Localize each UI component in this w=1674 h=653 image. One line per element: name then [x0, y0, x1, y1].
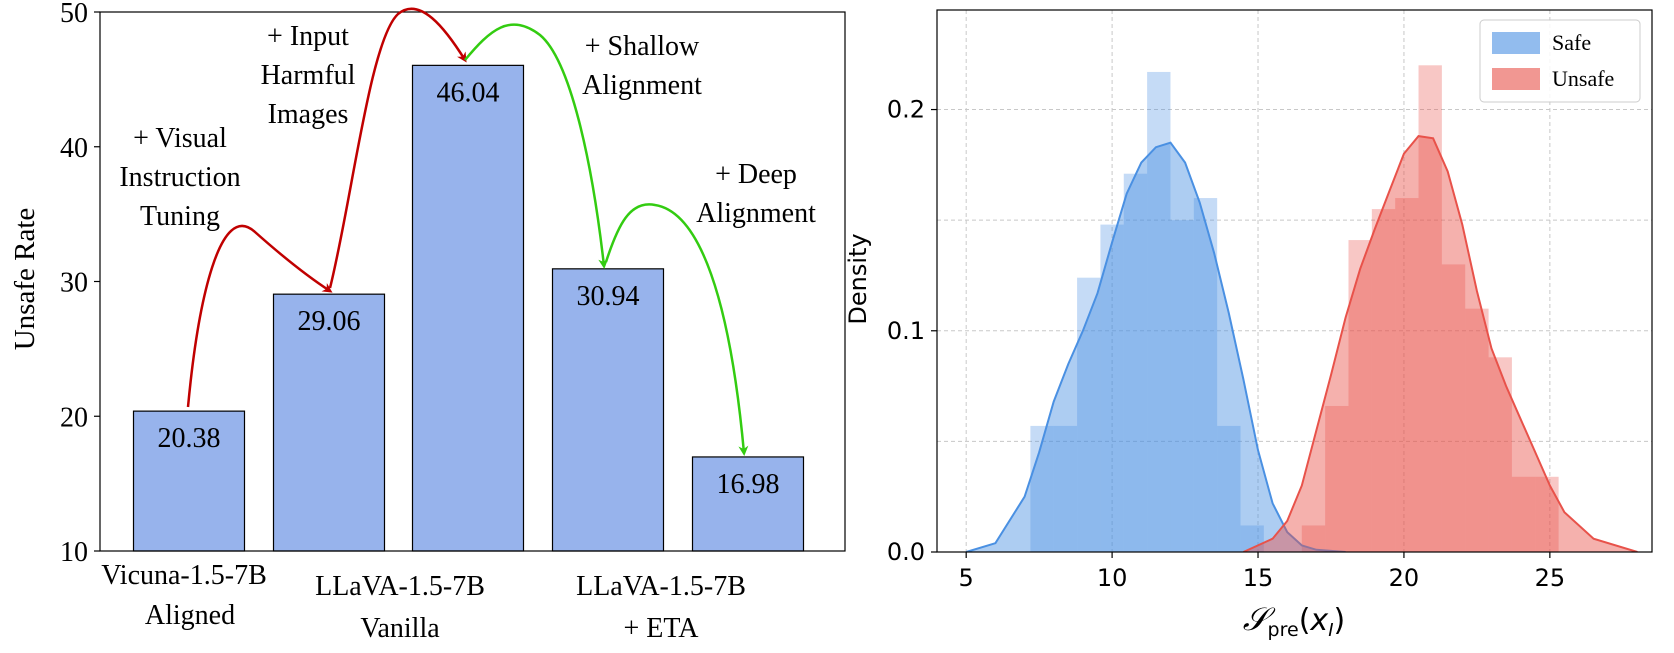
annotation-line: Alignment — [582, 70, 702, 101]
annotation-line: + Shallow — [585, 31, 700, 62]
density-histogram-chart: 5 10 15 20 25 0.0 0.1 0.2 Density 𝒮pre(xI) Safe… — [844, 9, 1653, 641]
safe-hist-bar-7 — [1193, 198, 1218, 552]
bar-value-label-1: 29.06 — [298, 306, 361, 337]
red-arrow-visual-instruction-tuning — [186, 224, 333, 408]
annotation-input-harmful-images: + Input Harmful Images — [261, 21, 356, 130]
y-tick-label-2: 30 — [60, 268, 88, 299]
safe-hist-bar-5 — [1147, 71, 1171, 552]
x-tick-label-0: 5 — [959, 564, 974, 592]
y-axis-label: Density — [844, 233, 872, 324]
safe-histogram-bars — [1030, 71, 1264, 552]
y-tick-labels: 10 20 30 40 50 — [60, 0, 100, 568]
annotation-visual-instruction-tuning: + Visual Instruction Tuning — [119, 123, 240, 232]
annotation-line: Alignment — [696, 198, 816, 229]
green-arrow-shallow-alignment — [464, 23, 609, 269]
bar-value-label-3: 30.94 — [577, 281, 640, 312]
safe-hist-bar-0 — [1030, 425, 1054, 552]
annotation-line: + Input — [267, 21, 349, 52]
y-tick-label-2: 0.2 — [887, 96, 925, 124]
unsafe-hist-bar-0 — [1301, 525, 1326, 552]
x-label-llava-eta-line2: + ETA — [624, 613, 700, 644]
y-axis-label: Unsafe Rate — [9, 208, 41, 351]
unsafe-hist-bar-2 — [1348, 240, 1372, 552]
annotation-line: Harmful — [261, 60, 356, 91]
safe-hist-bar-3 — [1100, 224, 1124, 552]
unsafe-hist-bar-9 — [1511, 476, 1536, 552]
red-arrow-input-harmful-images — [328, 7, 467, 289]
bar-4 — [691, 456, 805, 552]
unsafe-histogram-bars — [1301, 65, 1559, 552]
bar-group — [132, 64, 805, 552]
bar-value-label-2: 46.04 — [437, 77, 500, 108]
bar-value-labels: 20.38 29.06 46.04 30.94 16.98 — [158, 77, 780, 500]
x-tick-label-4: 25 — [1535, 564, 1566, 592]
safe-hist-bar-8 — [1217, 425, 1241, 552]
unsafe-hist-bar-4 — [1395, 198, 1419, 552]
kde-curves — [965, 135, 1638, 552]
x-axis-label: 𝒮pre(xI) — [1243, 601, 1345, 641]
bar-value-label-4: 16.98 — [717, 469, 780, 500]
unsafe-hist-bar-1 — [1325, 405, 1349, 552]
unsafe-kde-fill — [1243, 136, 1638, 552]
legend-safe-label: Safe — [1552, 30, 1591, 55]
unsafe-hist-bar-5 — [1418, 65, 1442, 552]
unsafe-kde-line — [1242, 135, 1638, 552]
y-tick-label-1: 0.1 — [887, 317, 925, 345]
bar-value-label-0: 20.38 — [158, 423, 221, 454]
annotation-deep-alignment: + Deep Alignment — [696, 159, 816, 229]
y-tick-label-0: 10 — [60, 537, 88, 568]
unsafe-hist-bar-7 — [1465, 308, 1489, 552]
annotation-line: Images — [268, 99, 349, 130]
y-tick-label-1: 20 — [60, 402, 88, 433]
safe-hist-bar-2 — [1077, 277, 1101, 552]
safe-kde-fill — [966, 142, 1346, 552]
safe-hist-bar-6 — [1170, 220, 1194, 552]
unsafe-hist-bar-3 — [1371, 209, 1396, 552]
unsafe-hist-bar-8 — [1488, 357, 1512, 552]
y-tick-label-4: 50 — [60, 0, 88, 29]
unsafe-hist-bar-10 — [1535, 476, 1559, 552]
green-arrow-deep-alignment — [604, 203, 749, 456]
legend-unsafe-label: Unsafe — [1552, 66, 1614, 91]
annotation-line: Tuning — [140, 201, 220, 232]
safe-hist-bar-4 — [1123, 173, 1148, 552]
annotation-shallow-alignment: + Shallow Alignment — [582, 31, 702, 101]
legend: Safe Unsafe — [1479, 19, 1641, 103]
x-label-vicuna-line1: Vicuna-1.5-7B — [101, 560, 267, 591]
y-tick-label-3: 40 — [60, 133, 88, 164]
x-label-llava-eta-line1: LLaVA-1.5-7B — [576, 571, 746, 602]
safe-kde-line — [965, 141, 1346, 552]
x-label-vicuna-line2: Aligned — [145, 600, 235, 631]
plot-frame — [99, 11, 846, 552]
annotation-line: + Visual — [133, 123, 227, 154]
plot-frame — [936, 9, 1653, 553]
legend-unsafe-swatch — [1492, 68, 1540, 90]
bar-1 — [272, 293, 386, 552]
y-tick-label-0: 0.0 — [887, 538, 925, 566]
legend-safe-swatch — [1492, 32, 1540, 54]
safe-hist-bar-1 — [1053, 425, 1078, 552]
x-tick-label-2: 15 — [1243, 564, 1274, 592]
x-label-llava-vanilla-line2: Vanilla — [360, 613, 440, 644]
x-tick-label-1: 10 — [1097, 564, 1128, 592]
bar-2 — [411, 64, 525, 552]
axis-ticks: 5 10 15 20 25 0.0 0.1 0.2 — [887, 96, 1565, 592]
bar-0 — [132, 410, 246, 552]
annotation-line: Instruction — [119, 162, 240, 193]
unsafe-rate-bar-chart: 10 20 30 40 50 20.38 29.06 46.04 30.94 16.98 Uns… — [9, 0, 846, 644]
annotation-line: + Deep — [715, 159, 797, 190]
x-tick-label-3: 20 — [1389, 564, 1420, 592]
unsafe-hist-bar-6 — [1441, 264, 1466, 552]
x-label-llava-vanilla-line1: LLaVA-1.5-7B — [315, 571, 485, 602]
